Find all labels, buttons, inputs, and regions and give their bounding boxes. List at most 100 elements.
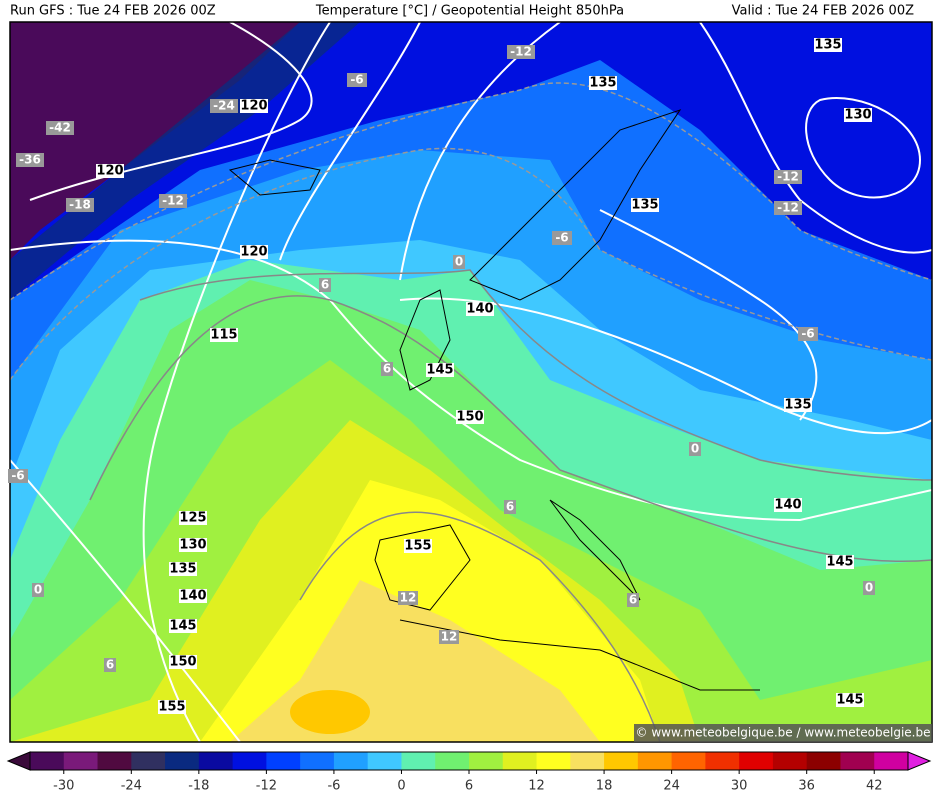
temperature-label: 0 [455,255,463,269]
colorbar-segment [367,752,402,770]
colorbar-tick-label: 0 [397,779,405,794]
colorbar-tick-label: -18 [188,779,209,794]
height-label: 135 [631,198,658,213]
height-label: 115 [210,328,237,343]
colorbar-tick-label: -12 [256,779,277,794]
temperature-label: 6 [506,500,514,514]
temperature-label: 6 [106,658,114,672]
temperature-label: 6 [629,593,637,607]
colorbar-segment [502,752,538,770]
temperature-label-bg [863,581,875,595]
temperature-label: -24 [213,99,235,113]
temperature-label-bg [774,201,802,215]
colorbar-segment [637,752,673,770]
colorbar-segment [333,752,369,770]
temperature-label: 12 [441,630,458,644]
height-label: 145 [826,555,853,570]
height-label-bg [631,198,659,212]
temperature-label: -12 [162,194,184,208]
temperature-label-bg [381,362,393,376]
height-label: 140 [466,302,493,317]
temperature-label-bg [104,658,116,672]
colorbar-segment [165,752,200,770]
colorbar-segment [30,752,65,770]
temperature-label-bg [798,327,818,341]
temperature-label-bg [439,630,459,644]
credit-box [634,724,932,742]
colorbar-segment [266,752,301,770]
map [9,21,933,743]
colorbar-segment [469,752,504,770]
height-label: 130 [179,538,206,553]
temperature-label: 12 [400,591,417,605]
colorbar-tick-label: -6 [327,779,340,794]
height-label: 145 [836,693,863,708]
colorbar-segment [570,752,605,770]
colorbar-segment [131,752,166,770]
colorbar-tick-label: 24 [663,779,680,794]
height-label: 155 [158,700,185,715]
temperature-label-bg [504,500,516,514]
height-label-bg [784,398,812,412]
colorbar-tick-label: -30 [53,779,74,794]
colorbar-segment [671,752,706,770]
temperature-label-bg [552,231,572,245]
height-label: 125 [179,511,206,526]
temperature-label: 0 [691,442,699,456]
height-label: 140 [774,498,801,513]
height-label: 135 [814,38,841,53]
colorbar-tick-label: -24 [121,779,142,794]
height-label-bg [210,328,238,342]
colorbar-segment [604,752,639,770]
height-label-bg [589,76,617,90]
colorbar-segment [232,752,267,770]
temperature-label: 0 [865,581,873,595]
colorbar-segment [874,752,909,770]
colorbar-tick-label: 36 [798,779,815,794]
temperature-label-bg [453,255,465,269]
height-label-bg [774,498,802,512]
temperature-label-bg [347,73,367,87]
temperature-label-bg [8,469,28,483]
colorbar-tick-label: 18 [596,779,613,794]
valid-info: Valid : Tue 24 FEB 2026 00Z [732,4,914,19]
temperature-label: 6 [321,278,329,292]
temperature-label-bg [689,442,701,456]
height-label-bg [466,302,494,316]
colorbar-segment [198,752,234,770]
temperature-label: -42 [49,121,71,135]
temperature-label: -6 [11,469,24,483]
height-label-bg [426,363,454,377]
run-info: Run GFS : Tue 24 FEB 2026 00Z [10,4,216,19]
height-label-bg [240,245,268,259]
temperature-label-bg [46,121,74,135]
temperature-label-bg [66,198,94,212]
height-label-bg [169,655,197,669]
temperature-label: -18 [69,198,91,212]
height-label-bg [240,99,268,113]
temperature-label-bg [774,170,802,184]
temperature-label: -12 [777,201,799,215]
colorbar-segment [97,752,132,770]
height-label: 120 [96,164,123,179]
temperature-label: 0 [34,583,42,597]
colorbar-tick-label: 42 [866,779,883,794]
height-label: 135 [784,398,811,413]
height-label-bg [96,164,124,178]
height-label: 150 [456,410,483,425]
height-label-bg [158,700,186,714]
colorbar-segment [806,752,841,770]
height-label-bg [179,538,207,552]
temperature-label: -6 [350,73,363,87]
height-label-bg [404,539,432,553]
height-label-bg [169,562,197,576]
temperature-label-bg [16,153,44,167]
colorbar-tick-label: 12 [528,779,545,794]
colorbar-segment [63,752,99,770]
height-label: 135 [169,562,196,577]
colorbar-segment [739,752,774,770]
credit: © www.meteobelgique.be / www.meteobelgie… [636,726,931,740]
temperature-label-bg [507,45,535,59]
height-label: 145 [169,619,196,634]
